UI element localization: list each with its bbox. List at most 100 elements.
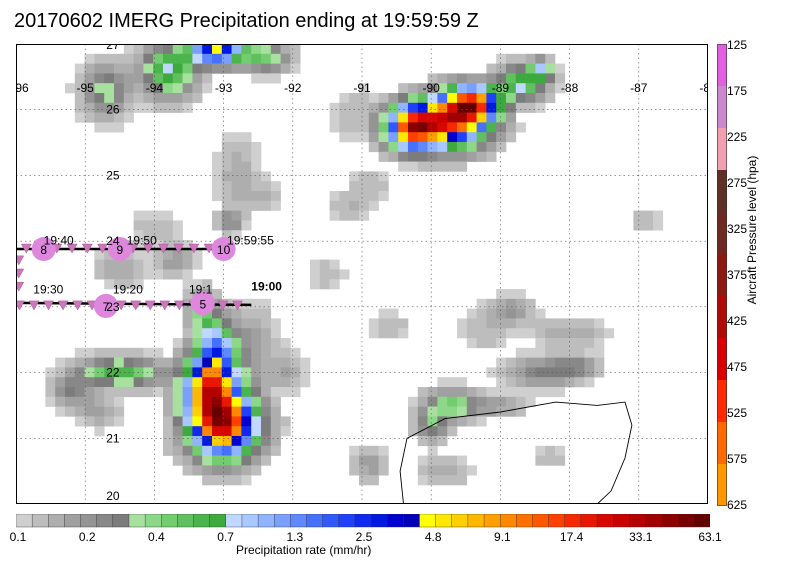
precip-cell — [202, 318, 213, 329]
precip-cell — [555, 347, 566, 358]
precip-cell — [251, 465, 262, 476]
precip-cell — [104, 63, 115, 74]
precip-cell — [133, 210, 144, 221]
precip-cell — [143, 347, 154, 358]
precip-cell — [515, 406, 526, 417]
precip-cell — [447, 387, 458, 398]
coastline — [399, 401, 633, 504]
precip-cell — [270, 200, 281, 211]
precip-cell — [496, 142, 507, 153]
precip-colorbar-swatch — [499, 514, 517, 528]
precip-cell — [368, 93, 379, 104]
precip-cell — [172, 83, 183, 94]
precip-cell — [486, 318, 497, 329]
precip-cell — [555, 367, 566, 378]
precip-cell — [94, 102, 105, 113]
precip-cell — [466, 328, 477, 339]
precip-cell — [143, 102, 154, 113]
precip-cell — [476, 416, 487, 427]
precip-cell — [398, 142, 409, 153]
aircraft-pressure-marker — [43, 300, 54, 311]
precip-cell — [202, 83, 213, 94]
precip-cell — [143, 44, 154, 55]
precip-cell — [368, 465, 379, 476]
precip-cell — [123, 83, 134, 94]
precip-cell — [427, 436, 438, 447]
aircraft-pressure-marker — [16, 268, 25, 279]
precip-cell — [251, 200, 262, 211]
precip-cell — [143, 269, 154, 280]
precip-cell — [545, 73, 556, 84]
precip-cell — [515, 377, 526, 388]
precip-cell — [349, 102, 360, 113]
precip-cell — [241, 396, 252, 407]
precip-cell — [231, 347, 242, 358]
precip-cell — [447, 73, 458, 84]
precip-cell — [123, 63, 134, 74]
precip-cell — [388, 102, 399, 113]
precip-cell — [535, 318, 546, 329]
precip-cell — [584, 347, 595, 358]
precip-cell — [653, 210, 664, 221]
precip-cell — [221, 318, 232, 329]
lon-tick-label: -93 — [215, 81, 233, 95]
precip-cell — [408, 396, 419, 407]
aircraft-pressure-marker — [173, 243, 185, 254]
precip-cell — [241, 44, 252, 55]
track-time-label: 19:40 — [44, 233, 74, 247]
precip-cell — [84, 83, 95, 94]
precip-cell — [182, 357, 193, 368]
precip-cell — [515, 63, 526, 74]
track-marker-number: 5 — [199, 297, 206, 311]
precip-cell — [94, 112, 105, 123]
precip-cell — [525, 396, 536, 407]
precip-cell — [349, 465, 360, 476]
precip-cell — [280, 347, 291, 358]
precip-cell — [378, 455, 389, 466]
precip-cell — [163, 53, 174, 64]
precip-cell — [153, 93, 164, 104]
lon-tick-label: -87 — [630, 81, 648, 95]
precip-cell — [535, 93, 546, 104]
track-time-label: 19:20 — [113, 283, 143, 297]
precip-cell — [182, 377, 193, 388]
precip-cell — [525, 357, 536, 368]
precip-cell — [437, 122, 448, 133]
precip-cell — [221, 396, 232, 407]
precip-cell — [55, 377, 66, 388]
precip-cell — [574, 357, 585, 368]
precip-cell — [143, 357, 154, 368]
precip-cell — [476, 328, 487, 339]
precip-cell — [65, 406, 76, 417]
lon-tick-label: -91 — [353, 81, 371, 95]
precip-cell — [84, 93, 95, 104]
pressure-colorbar-swatch — [717, 128, 727, 171]
precip-cell — [172, 259, 183, 270]
precip-cell — [506, 73, 517, 84]
precip-cell — [408, 132, 419, 143]
precip-cell — [457, 328, 468, 339]
precip-cell — [506, 102, 517, 113]
precip-colorbar-swatch — [419, 514, 437, 528]
precip-cell — [202, 387, 213, 398]
precip-cell — [143, 377, 154, 388]
precip-cell — [143, 73, 154, 84]
aircraft-pressure-marker — [157, 243, 169, 254]
track-marker-circle — [190, 291, 215, 316]
precip-cell — [231, 328, 242, 339]
precip-cell — [329, 112, 340, 123]
precip-cell — [241, 406, 252, 417]
precip-cell — [515, 318, 526, 329]
precip-cell — [123, 279, 134, 290]
precip-cell — [594, 347, 605, 358]
precip-cell — [143, 220, 154, 231]
precip-cell — [231, 396, 242, 407]
pressure-colorbar-tick-label: 375 — [727, 268, 748, 282]
precip-cell — [476, 406, 487, 417]
precip-cell — [114, 83, 125, 94]
precip-cell — [349, 210, 360, 221]
precip-cell — [633, 210, 644, 221]
precip-cell — [437, 416, 448, 427]
precip-cell — [104, 377, 115, 388]
precip-cell — [515, 53, 526, 64]
